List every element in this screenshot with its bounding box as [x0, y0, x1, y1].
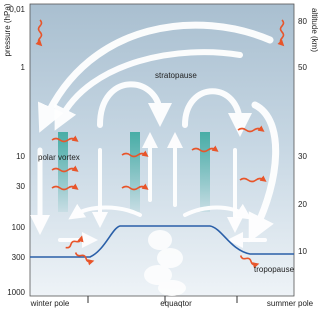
wave	[237, 125, 265, 133]
wave	[239, 255, 260, 269]
wave	[121, 183, 149, 191]
right-ticks: 80 50 30 20 10	[298, 17, 307, 256]
frame	[29, 3, 295, 297]
column	[200, 132, 210, 212]
right-tick-label: 80	[298, 17, 307, 26]
tropopause-line	[30, 225, 294, 258]
arrow	[182, 88, 252, 137]
bottom-label: winter pole	[30, 299, 70, 308]
left-axis-title: pressure (hPa)	[3, 3, 12, 56]
right-tick-label: 20	[298, 200, 307, 209]
waves	[35, 19, 285, 269]
left-tick-label: 1	[21, 63, 26, 72]
tropopause-label: tropopause	[254, 265, 295, 274]
wave	[51, 135, 79, 143]
wave	[51, 165, 79, 173]
right-axis-title: altitude (km)	[310, 8, 319, 52]
wave	[191, 145, 219, 153]
convection-cloud	[144, 230, 186, 296]
right-tick-label: 50	[298, 63, 307, 72]
left-tick-label: 100	[12, 223, 26, 232]
left-tick-label: 300	[12, 253, 26, 262]
wave	[35, 19, 43, 47]
wave	[74, 252, 95, 266]
arrow	[183, 203, 252, 220]
wave	[65, 235, 84, 249]
wave	[239, 175, 267, 183]
left-tick-label: 1000	[7, 288, 25, 297]
circulation-arrows	[30, 21, 280, 248]
left-tick-label: 0,01	[9, 5, 25, 14]
stratopause-label: stratopause	[155, 71, 197, 80]
right-tick-label: 10	[298, 247, 307, 256]
bottom-label: summer pole	[267, 299, 314, 308]
arrow	[68, 203, 142, 220]
arrow	[54, 49, 243, 131]
arrow	[37, 21, 274, 133]
wave	[51, 183, 79, 191]
right-tick-label: 30	[298, 152, 307, 161]
left-ticks: 0,01 1 10 30 100 300 1000	[7, 5, 25, 297]
arrow	[97, 81, 172, 128]
wave	[277, 19, 285, 47]
column	[130, 132, 140, 212]
wave	[121, 150, 149, 158]
polar-vortex-label: polar vortex	[38, 153, 80, 162]
left-tick-label: 30	[16, 182, 25, 191]
arrow	[248, 101, 280, 243]
left-tick-label: 10	[16, 152, 25, 161]
bottom-label: equaqtor	[160, 299, 192, 308]
